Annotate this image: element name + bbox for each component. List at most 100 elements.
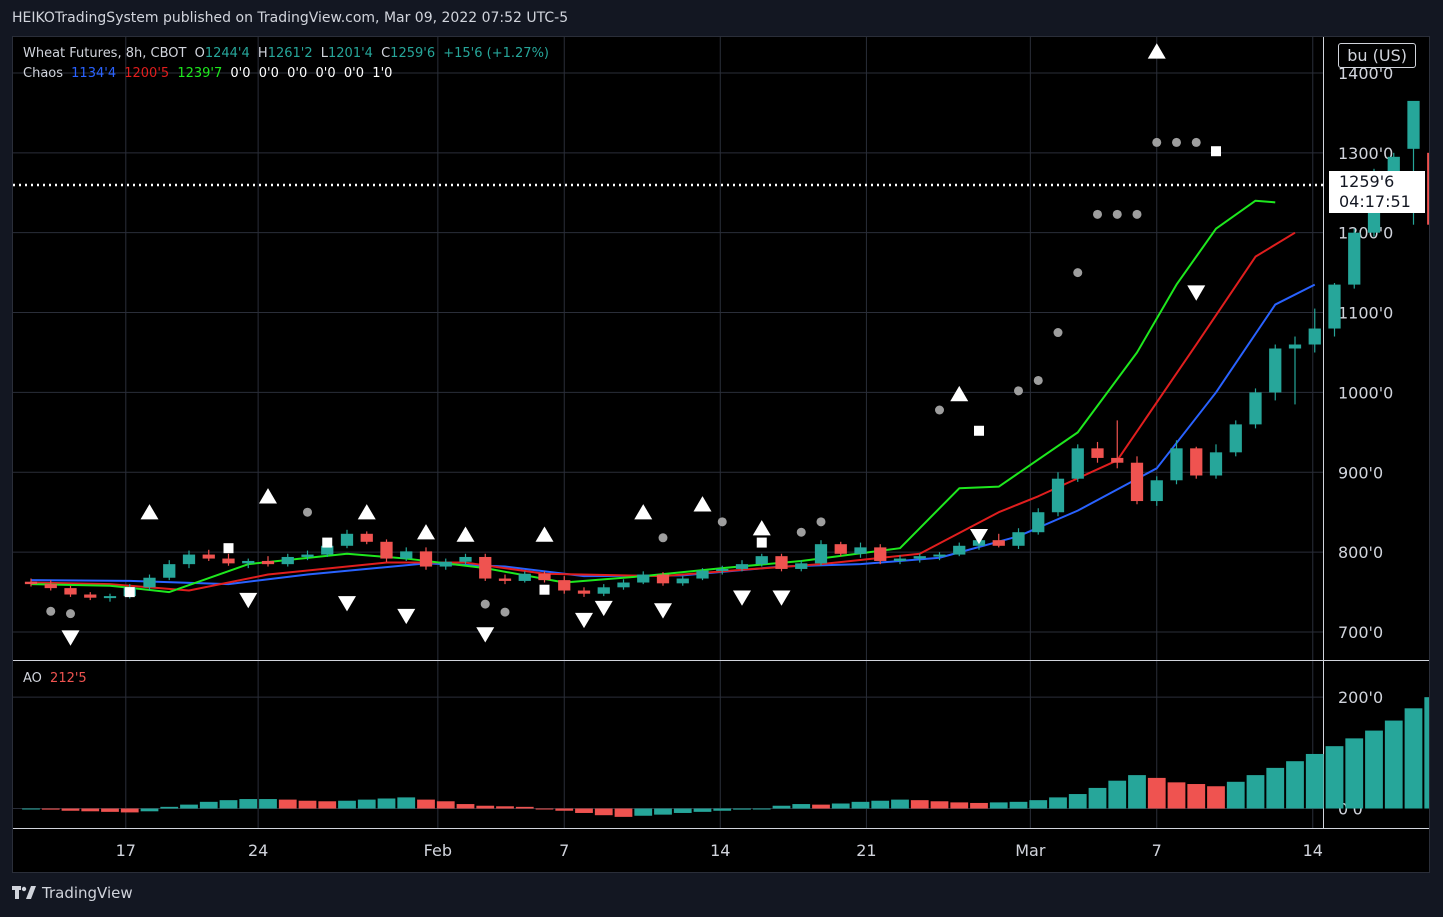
signal-square [1211,146,1221,157]
high-value: 1261'2 [267,46,313,61]
candle-body [617,582,630,588]
chart-frame[interactable]: 700'0 800'0 900'0 1000'0 1100'0 1200'0 1300'0 1… [12,36,1430,873]
ao-bar [1226,781,1245,809]
ao-bar [1147,777,1166,809]
candle-body [814,544,828,564]
ao-bar [278,799,297,809]
candle-body [1407,100,1420,149]
ao-bar [120,808,139,813]
fractal-down-triangle [61,630,80,646]
ao-bar [555,808,574,811]
candle-body [1190,448,1203,476]
ao-bar [1286,761,1304,809]
ao-bar [693,808,712,812]
symbol-name[interactable]: Wheat Futures, 8h, CBOT [23,46,187,61]
fractal-up-triangle [634,504,653,520]
ao-bar [713,808,732,811]
signal-dot [1172,137,1181,147]
ao-bar [160,806,179,809]
signal-dot [1152,137,1162,147]
signal-dot [1014,386,1023,396]
ao-bar [1305,753,1324,809]
ao-bar [417,799,435,809]
chaos-jaw-value: 1134'4 [71,66,117,81]
ao-bar [950,802,969,809]
ao-bar [1424,697,1429,809]
open-label: O [194,46,205,61]
ao-bar [239,799,258,809]
signal-dot [816,517,826,527]
ao-bar [1167,782,1186,809]
fractal-up-triangle [140,504,159,520]
signal-square [322,537,333,548]
candle-body [696,570,709,579]
ao-bar [970,802,988,809]
unit-button[interactable]: bu (US) [1338,43,1416,68]
ao-bar [1325,746,1344,809]
ao-bar [910,800,929,809]
ao-bar [1246,775,1265,809]
ao-bar [614,808,633,817]
candle-body [143,577,156,588]
ao-bar [1128,775,1146,809]
price-chart-svg[interactable]: 700'0 800'0 900'0 1000'0 1100'0 1200'0 1300'0 1… [13,37,1430,873]
ao-bar [1187,784,1206,809]
chaos-other-values: 0'0 0'0 0'0 0'0 0'0 1'0 [230,66,393,81]
candle-body [637,574,650,583]
chaos-label[interactable]: Chaos [23,66,64,81]
tradingview-footer[interactable]: TradingView [12,884,133,902]
time-tick-label: 7 [1152,841,1162,860]
ao-label[interactable]: AO [23,671,42,686]
ao-bar [1404,708,1423,809]
ao-bar [812,804,830,809]
ao-bar [81,808,100,812]
candle-body [400,551,413,559]
ao-bar [1068,794,1087,809]
ao-bar [219,800,238,809]
candle-body [1012,532,1025,546]
ao-bar [22,808,40,810]
price-tick-label: 1400'0 [1338,64,1393,83]
candle-body [321,545,334,555]
candle-body [64,588,77,595]
ao-bar [594,808,613,816]
last-price-tag: 1259'6 04:17:51 [1329,171,1425,213]
candle-body [1051,478,1065,513]
signal-square [124,587,135,598]
candle-body [459,556,472,562]
candle-body [893,558,907,561]
ao-bar [1365,730,1383,809]
candle-body [301,554,314,557]
fractal-down-triangle [654,603,672,619]
ao-bar [673,808,692,813]
candle-body [44,584,57,589]
ao-bar [377,798,396,809]
candle-body [1150,480,1163,502]
ao-bar [1088,787,1107,809]
signal-square [974,425,984,436]
fractal-up-triangle [535,526,554,542]
signal-square [539,584,550,595]
candle-body [577,590,591,594]
candle-body [716,568,729,571]
time-tick-label: 17 [116,841,136,860]
time-tick-label: 14 [710,841,730,860]
close-label: C [381,46,391,61]
ao-bar [733,808,751,810]
ao-bar [338,800,356,809]
candle-body [222,558,235,564]
candle-body [281,556,294,565]
candle-body [1427,152,1429,225]
time-tick-label: 7 [559,841,569,860]
signal-dot [1033,375,1043,385]
fractal-up-triangle [417,524,435,540]
signal-square [756,537,767,548]
ao-bar [1108,780,1127,809]
candle-body [261,560,275,565]
time-tick-label: 21 [856,841,876,860]
ao-bar [199,801,218,809]
signal-dot [1132,209,1142,219]
ao-bar [1345,738,1364,809]
tradingview-brand: TradingView [42,884,133,902]
ao-bar [1266,767,1285,809]
